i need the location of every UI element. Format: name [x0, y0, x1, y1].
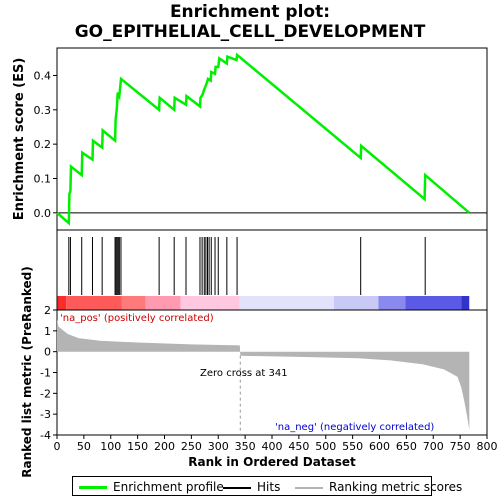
gradient-segment [145, 296, 181, 310]
rank-x-tick-label: 600 [369, 440, 390, 453]
rank-x-tick-label: 200 [154, 440, 175, 453]
gradient-segment [121, 296, 146, 310]
chart-title-line-1: Enrichment plot: [169, 2, 331, 22]
enrichment-profile-line [56, 52, 471, 226]
gradient-segment [239, 296, 334, 310]
legend-label-profile: Enrichment profile [113, 480, 224, 494]
gradient-segment [58, 296, 67, 310]
es-y-tick-label: 0.1 [34, 172, 52, 185]
rank-y-tick-label: -4 [40, 429, 51, 442]
gradient-segment [461, 296, 470, 310]
es-plot-frame [56, 47, 488, 231]
rank-y-tick-label: -2 [40, 387, 51, 400]
es-y-tick-label: 0.0 [34, 207, 52, 220]
rank-x-tick-label: 800 [477, 440, 498, 453]
chart-title: Enrichment plot: GO_EPITHELIAL_CELL_DEVE… [0, 2, 500, 42]
chart-title-line-2: GO_EPITHELIAL_CELL_DEVELOPMENT [74, 22, 426, 42]
enrichment-score-panel: 0.0 0.1 0.2 0.3 0.4 Enrichment score (ES) [12, 47, 488, 231]
gradient-segment [333, 296, 379, 310]
hits-panel [56, 229, 488, 311]
rank-x-axis-label: Rank in Ordered Dataset [188, 455, 356, 469]
rank-x-tick-label: 250 [181, 440, 202, 453]
gradient-segment [66, 296, 122, 310]
rank-x-tick-label: 700 [423, 440, 444, 453]
zero-cross-label: Zero cross at 341 [200, 368, 288, 379]
rank-x-tick-label: 400 [262, 440, 283, 453]
legend-swatch-hits [223, 486, 251, 489]
gradient-segment [180, 296, 240, 310]
legend-item-ranking: Ranking metric scores [295, 479, 462, 495]
ranking-metric-area [57, 319, 470, 430]
rank-x-tick-label: 750 [450, 440, 471, 453]
ranked-list-panel: 2 1 0 -1 -2 -3 -4 0 50 100 150 200 250 300 350 400 450 5… [20, 266, 498, 478]
rank-y-axis-label: Ranked list metric (PreRanked) [20, 266, 34, 478]
rank-x-tick-label: 650 [396, 440, 417, 453]
positive-correlation-label: 'na_pos' (positively correlated) [60, 313, 214, 324]
gradient-segment [378, 296, 406, 310]
rank-x-tick-label: 500 [315, 440, 336, 453]
rank-x-tick-label: 100 [100, 440, 121, 453]
rank-x-tick-label: 550 [342, 440, 363, 453]
gradient-segment [405, 296, 462, 310]
es-y-tick-label: 0.3 [34, 104, 52, 117]
es-y-tick-label: 0.4 [34, 69, 52, 82]
legend-label-hits: Hits [257, 480, 281, 494]
es-y-tick-label: 0.2 [34, 138, 52, 151]
rank-x-tick-label: 450 [288, 440, 309, 453]
legend-item-enrichment-profile: Enrichment profile [79, 479, 224, 495]
legend-swatch-ranking [295, 486, 323, 489]
rank-y-tick-label: 0 [44, 346, 51, 359]
gradient-segment [57, 296, 59, 310]
rank-y-tick-label: -1 [40, 367, 51, 380]
rank-x-tick-label: 0 [54, 440, 61, 453]
rank-y-tick-label: 2 [44, 304, 51, 317]
chart-legend: Enrichment profile Hits Ranking metric s… [72, 476, 462, 496]
legend-item-hits: Hits [223, 479, 280, 495]
es-y-axis-label: Enrichment score (ES) [12, 58, 27, 221]
negative-correlation-label: 'na_neg' (negatively correlated) [275, 422, 434, 433]
rank-x-tick-label: 350 [235, 440, 256, 453]
rank-y-tick-label: 1 [44, 325, 51, 338]
rank-y-tick-label: -3 [40, 408, 51, 421]
rank-x-tick-label: 150 [127, 440, 148, 453]
rank-x-tick-label: 50 [77, 440, 91, 453]
legend-swatch-profile [79, 486, 107, 489]
legend-label-ranking: Ranking metric scores [329, 480, 463, 494]
rank-x-tick-label: 300 [208, 440, 229, 453]
